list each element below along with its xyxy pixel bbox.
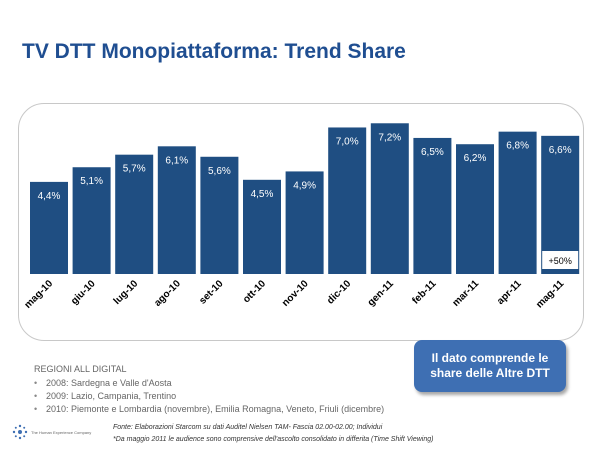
region-item: 2010: Piemonte e Lombardia (novembre), E…: [34, 403, 384, 416]
bar-gen-11: [370, 123, 409, 274]
bar-giu-10: [72, 167, 111, 274]
bar-lug-10: [115, 154, 154, 274]
regions-list: REGIONI ALL DIGITAL 2008: Sardegna e Val…: [34, 364, 384, 416]
bar-value-label: 7,0%: [336, 136, 359, 147]
bar-value-label: 6,8%: [506, 141, 529, 152]
company-logo: The Human Experience Company: [12, 424, 91, 440]
x-tick-label: mar-11: [451, 278, 482, 309]
region-item: 2008: Sardegna e Valle d'Aosta: [34, 377, 384, 390]
bar-ago-10: [157, 146, 196, 274]
logo-text: The Human Experience Company: [31, 429, 92, 435]
x-tick-label: dic-10: [325, 278, 354, 307]
x-tick-label: ott-10: [241, 278, 268, 305]
bar-value-label: 7,2%: [378, 132, 401, 143]
source-note: Fonte: Elaborazioni Starcom su dati Audi…: [113, 424, 383, 431]
x-tick-label: mag-11: [534, 278, 566, 310]
bar-value-label: 4,9%: [293, 180, 316, 191]
starburst-logo-icon: [12, 424, 28, 440]
regions-title: REGIONI ALL DIGITAL: [34, 364, 127, 374]
bar-apr-11: [498, 131, 537, 274]
bar-value-label: 4,4%: [38, 191, 61, 202]
annotation-label: +50%: [549, 256, 572, 266]
bar-feb-11: [413, 137, 452, 274]
callout-text: Il dato comprende le share delle Altre D…: [430, 351, 550, 380]
x-tick-label: gen-11: [366, 278, 396, 308]
region-item: 2009: Lazio, Campania, Trentino: [34, 390, 384, 403]
bar-value-label: 4,5%: [251, 189, 274, 200]
bar-mag-11: [541, 135, 580, 274]
bar-value-label: 6,6%: [549, 145, 572, 156]
bar-ott-10: [243, 179, 281, 274]
bar-mar-11: [456, 144, 494, 274]
x-tick-label: giu-10: [69, 278, 98, 307]
page-title: TV DTT Monopiattaforma: Trend Share: [22, 40, 406, 63]
bar-mag-10: [30, 181, 68, 274]
bar-value-label: 5,1%: [80, 176, 103, 187]
annotation-box: [542, 251, 579, 269]
x-tick-label: mag-10: [23, 278, 56, 311]
x-tick-label: nov-10: [280, 278, 311, 309]
bar-value-label: 5,6%: [208, 166, 231, 177]
x-tick-label: lug-10: [112, 278, 141, 307]
chart-frame: 4,4% mag-10 5,1% giu-10 5,7% lug-10 6,1% ago-10…: [18, 103, 584, 341]
callout-note: Il dato comprende le share delle Altre D…: [414, 340, 566, 392]
bar-set-10: [200, 156, 239, 274]
bar-value-label: 5,7%: [123, 164, 146, 175]
share-bar-chart: 4,4% mag-10 5,1% giu-10 5,7% lug-10 6,1% ago-10…: [23, 123, 580, 311]
bar-value-label: 6,1%: [165, 155, 188, 166]
bar-value-label: 6,5%: [421, 147, 444, 158]
x-tick-label: apr-11: [495, 278, 524, 307]
bar-dic-10: [328, 127, 367, 274]
x-tick-label: ago-10: [152, 278, 183, 309]
bar-value-label: 6,2%: [464, 153, 487, 164]
footnote: *Da maggio 2011 le audience sono compren…: [113, 436, 434, 443]
x-tick-label: feb-11: [410, 278, 439, 307]
x-tick-label: set-10: [197, 278, 226, 307]
bar-nov-10: [285, 171, 324, 274]
